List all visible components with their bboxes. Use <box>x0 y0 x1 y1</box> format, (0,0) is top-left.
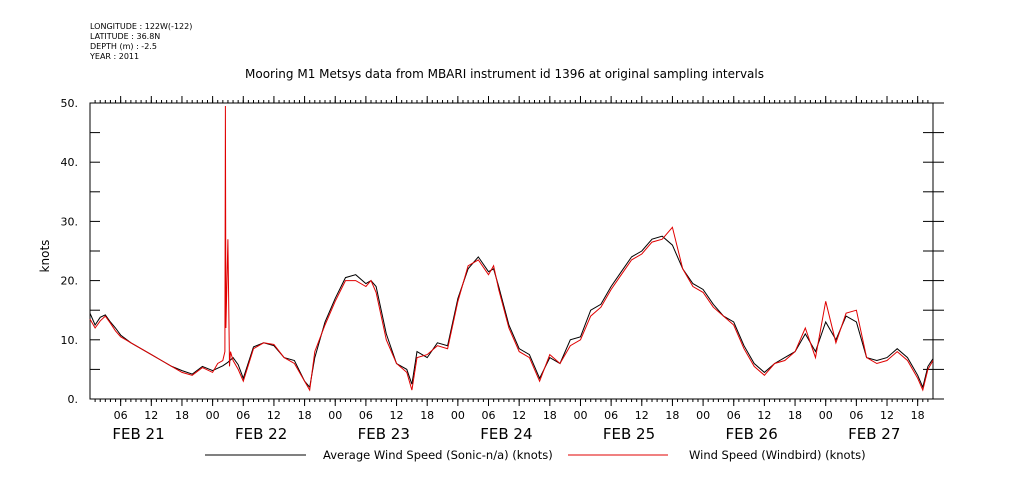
x-tick-label: 18 <box>788 409 802 422</box>
chart-title: Mooring M1 Metsys data from MBARI instru… <box>245 67 764 81</box>
depth-label: DEPTH (m) : -2.5 <box>90 42 157 51</box>
y-tick-label: 40. <box>61 156 79 169</box>
series-line-average-wind-speed <box>89 235 934 389</box>
longitude-label: LONGITUDE : 122W(-122) <box>90 22 193 31</box>
x-tick-label: 06 <box>236 409 250 422</box>
x-day-label: FEB 24 <box>480 425 532 443</box>
x-tick-label: 00 <box>573 409 587 422</box>
x-tick-label: 06 <box>727 409 741 422</box>
x-tick-label: 18 <box>543 409 557 422</box>
legend-label-windbird: Wind Speed (Windbird) (knots) <box>689 448 866 462</box>
x-tick-label: 18 <box>911 409 925 422</box>
x-tick-label: 18 <box>420 409 434 422</box>
x-day-label: FEB 26 <box>725 425 777 443</box>
x-tick-label: 12 <box>512 409 526 422</box>
metadata-block: LONGITUDE : 122W(-122) LATITUDE : 36.8N … <box>90 22 192 62</box>
x-tick-label: 12 <box>390 409 404 422</box>
x-day-label: FEB 22 <box>235 425 287 443</box>
legend-label-average: Average Wind Speed (Sonic-n/a) (knots) <box>323 448 553 462</box>
x-tick-label: 12 <box>880 409 894 422</box>
y-tick-label: 50. <box>61 97 79 110</box>
x-tick-label: 12 <box>144 409 158 422</box>
x-tick-label: 06 <box>849 409 863 422</box>
plot-frame <box>89 102 934 400</box>
y-tick-label: 20. <box>61 275 79 288</box>
x-tick-label: 18 <box>298 409 312 422</box>
x-day-label: FEB 23 <box>358 425 410 443</box>
x-tick-label: 06 <box>604 409 618 422</box>
x-tick-label: 00 <box>451 409 465 422</box>
y-tick-label: 0. <box>68 393 79 406</box>
x-tick-label: 18 <box>175 409 189 422</box>
x-tick-label: 12 <box>267 409 281 422</box>
x-tick-label: 06 <box>359 409 373 422</box>
y-tick-label: 10. <box>61 334 79 347</box>
x-day-label: FEB 21 <box>112 425 164 443</box>
x-tick-label: 12 <box>757 409 771 422</box>
x-tick-label: 00 <box>206 409 220 422</box>
x-day-label: FEB 27 <box>848 425 900 443</box>
x-tick-label: 06 <box>482 409 496 422</box>
x-tick-label: 00 <box>819 409 833 422</box>
latitude-label: LATITUDE : 36.8N <box>90 32 161 41</box>
x-day-label: FEB 25 <box>603 425 655 443</box>
x-tick-label: 00 <box>696 409 710 422</box>
x-tick-label: 12 <box>635 409 649 422</box>
x-tick-label: 06 <box>114 409 128 422</box>
series-line-windbird-wind-speed <box>89 105 934 392</box>
y-axis-label: knots <box>38 240 52 273</box>
x-tick-label: 18 <box>665 409 679 422</box>
y-tick-label: 30. <box>61 215 79 228</box>
year-label: YEAR : 2011 <box>90 52 140 61</box>
x-tick-label: 00 <box>328 409 342 422</box>
